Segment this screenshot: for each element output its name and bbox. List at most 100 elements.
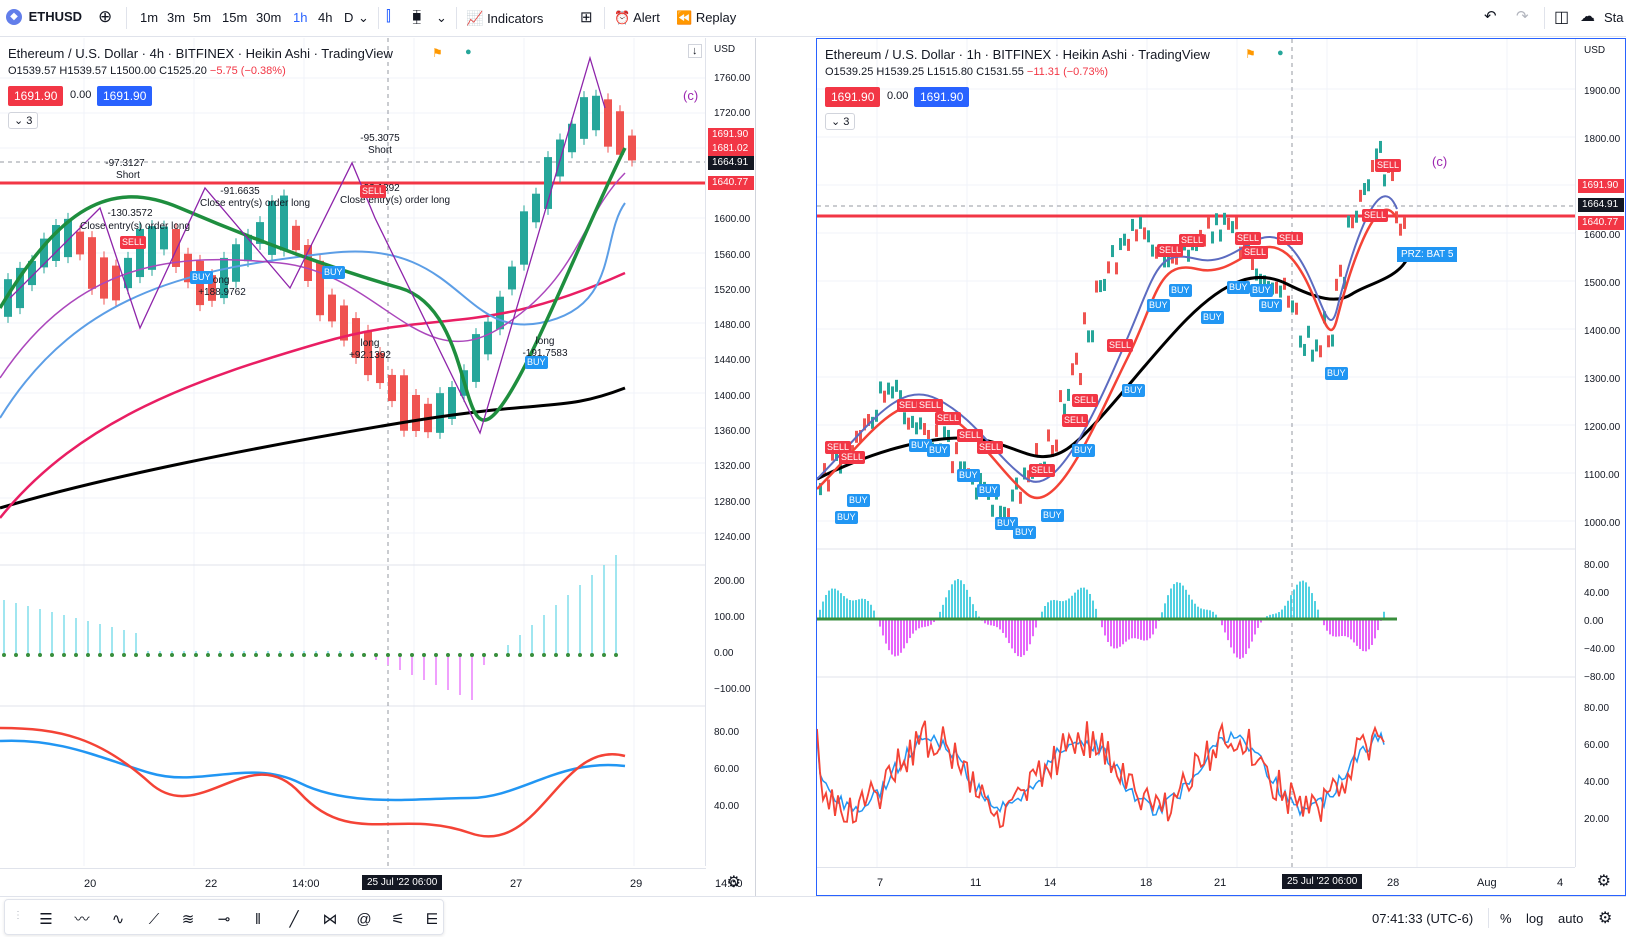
start-label[interactable]: Sta [1604, 10, 1624, 25]
left-settings-gear-icon[interactable]: ⚙ [726, 874, 741, 891]
vertical-lines-icon[interactable]: ‖ [254, 911, 262, 928]
sell-signal-badge[interactable]: SELL [360, 185, 387, 198]
buy-signal-badge[interactable]: BUY [927, 444, 950, 457]
buy-signal-badge[interactable]: BUY [1122, 384, 1145, 397]
compare-add-icon[interactable]: ⊕ [98, 7, 113, 26]
right-indicators-toggle[interactable]: ⌄ 3 [825, 113, 856, 130]
right-settings-gear-icon[interactable]: ⚙ [1596, 873, 1611, 890]
buy-signal-badge[interactable]: BUY [1201, 311, 1224, 324]
left-chart-canvas[interactable] [0, 38, 706, 868]
left-buy-button[interactable]: 1691.90 [97, 86, 153, 106]
sell-signal-badge[interactable]: SELL [1062, 414, 1089, 427]
auto-toggle[interactable]: auto [1558, 911, 1584, 926]
buy-signal-badge[interactable]: BUY [1259, 299, 1282, 312]
log-toggle[interactable]: log [1526, 911, 1544, 926]
symbol-search[interactable]: ◆ ETHUSD [6, 8, 82, 25]
right-chart-pane[interactable]: Ethereum / U.S. Dollar · 1h · BITFINEX ·… [816, 38, 1626, 896]
interval-5m[interactable]: 5m [193, 10, 212, 25]
cloud-save-icon[interactable]: ☁ [1580, 8, 1595, 25]
left-currency[interactable]: USD [714, 44, 736, 55]
buy-signal-badge[interactable]: BUY [322, 266, 345, 279]
sell-signal-badge[interactable]: SELL [935, 412, 962, 425]
sell-signal-badge[interactable]: SELL [1157, 244, 1184, 257]
sell-signal-badge[interactable]: SELL [897, 399, 924, 412]
sell-signal-badge[interactable]: SELL [1242, 246, 1269, 259]
drag-handle-icon[interactable]: ⋮ [13, 910, 23, 921]
pattern-icon[interactable]: ⋈ [322, 911, 338, 928]
interval-3m[interactable]: 3m [167, 10, 186, 25]
right-price-axis[interactable]: USD 1900.001800.001700.001600.001500.001… [1575, 39, 1625, 867]
replay-button[interactable]: ⏪ Replay [676, 10, 736, 26]
buy-signal-badge[interactable]: BUY [1325, 367, 1348, 380]
split-layout-icon[interactable]: ◫ [1554, 9, 1570, 26]
alert-button[interactable]: ⏰ Alert [614, 10, 660, 26]
fib-retracement-icon[interactable]: ≋ [181, 911, 195, 928]
settings-sliders-icon[interactable]: ⚟ [391, 911, 405, 928]
interval-1m[interactable]: 1m [140, 10, 159, 25]
clock-time[interactable]: 07:41:33 (UTC-6) [1372, 911, 1474, 926]
right-time-axis[interactable]: 7 11 14 18 21 28 Aug 4 25 Jul '22 06:00 [817, 867, 1575, 895]
sell-signal-badge[interactable]: SELL [825, 441, 852, 454]
sell-signal-badge[interactable]: SELL [1235, 232, 1262, 245]
left-price-axis[interactable]: USD 1760.001720.001680.001640.001600.001… [705, 38, 755, 866]
object-tree-icon[interactable]: ⋿ [425, 911, 439, 928]
sell-signal-badge[interactable]: SELL [1179, 234, 1206, 247]
settings-gear-icon[interactable]: ⚙ [1598, 910, 1613, 927]
chart-type-chevron-icon[interactable]: ⌄ [436, 10, 447, 25]
sell-signal-badge[interactable]: SELL [957, 429, 984, 442]
interval-D[interactable]: D [344, 10, 354, 25]
buy-signal-badge[interactable]: BUY [1013, 526, 1036, 539]
buy-signal-badge[interactable]: BUY [1169, 284, 1192, 297]
undo-icon[interactable]: ↶ [1484, 8, 1497, 25]
sell-signal-badge[interactable]: SELL [1107, 339, 1134, 352]
interval-dropdown-chevron-icon[interactable]: ⌄ [358, 10, 369, 25]
interval-30m[interactable]: 30m [256, 10, 282, 25]
buy-signal-badge[interactable]: BUY [835, 511, 858, 524]
left-chart-pane[interactable]: Ethereum / U.S. Dollar · 4h · BITFINEX ·… [0, 38, 756, 896]
right-currency[interactable]: USD [1584, 45, 1606, 56]
buy-signal-badge[interactable]: BUY [1227, 281, 1250, 294]
sell-signal-badge[interactable]: SELL [977, 441, 1004, 454]
candle-type-icon[interactable]: ⧯ [412, 8, 422, 25]
bar-style-icon[interactable]: ⫿ [386, 8, 391, 25]
right-buy-button[interactable]: 1691.90 [914, 87, 970, 107]
sell-signal-badge[interactable]: SELL [1277, 232, 1304, 245]
spiral-icon[interactable]: @ [356, 911, 372, 928]
sell-signal-badge[interactable]: SELL [1375, 159, 1402, 172]
redo-icon[interactable]: ↷ [1516, 8, 1529, 25]
sell-signal-badge[interactable]: SELL [1072, 394, 1099, 407]
interval-15m[interactable]: 15m [222, 10, 248, 25]
buy-signal-badge[interactable]: BUY [847, 494, 870, 507]
buy-signal-badge[interactable]: BUY [1072, 444, 1095, 457]
buy-signal-badge[interactable]: BUY [1147, 299, 1170, 312]
buy-signal-badge[interactable]: BUY [1250, 284, 1273, 297]
buy-signal-badge[interactable]: BUY [525, 356, 548, 369]
horizontal-line-icon[interactable]: ⊸ [217, 911, 231, 928]
left-indicators-toggle[interactable]: ⌄ 3 [8, 112, 39, 129]
interval-1h[interactable]: 1h [293, 10, 308, 25]
impulse-wave-icon[interactable]: ∿ [111, 911, 125, 928]
buy-signal-badge[interactable]: BUY [995, 517, 1018, 530]
sell-signal-badge[interactable]: SELL [120, 236, 147, 249]
buy-signal-badge[interactable]: BUY [1041, 509, 1064, 522]
buy-signal-badge[interactable]: BUY [957, 469, 980, 482]
buy-signal-badge[interactable]: BUY [909, 439, 932, 452]
layouts-grid-icon[interactable]: ⊞ [580, 9, 593, 26]
menu-icon[interactable]: ☰ [39, 911, 53, 928]
ray-icon[interactable]: ╱ [289, 911, 299, 928]
sell-signal-badge[interactable]: SELL [1029, 464, 1056, 477]
left-sell-button[interactable]: 1691.90 [8, 86, 64, 106]
interval-4h[interactable]: 4h [318, 10, 333, 25]
indicators-button[interactable]: 📈 Indicators [466, 10, 543, 27]
sell-signal-badge[interactable]: SELL [917, 399, 944, 412]
percent-toggle[interactable]: % [1500, 911, 1512, 926]
sell-signal-badge[interactable]: SELL [839, 451, 866, 464]
buy-signal-badge[interactable]: BUY [977, 484, 1000, 497]
right-sell-button[interactable]: 1691.90 [825, 87, 881, 107]
left-scroll-down-icon[interactable]: ↓ [688, 44, 702, 58]
trend-line-icon[interactable]: ⟋ [148, 911, 160, 928]
sell-signal-badge[interactable]: SELL [1362, 209, 1389, 222]
buy-signal-badge[interactable]: BUY [190, 271, 213, 284]
left-time-axis[interactable]: 20 22 14:00 27 29 14:00 25 Jul '22 06:00 [0, 868, 743, 896]
elliott-wave-icon[interactable]: 〰 [74, 911, 90, 928]
